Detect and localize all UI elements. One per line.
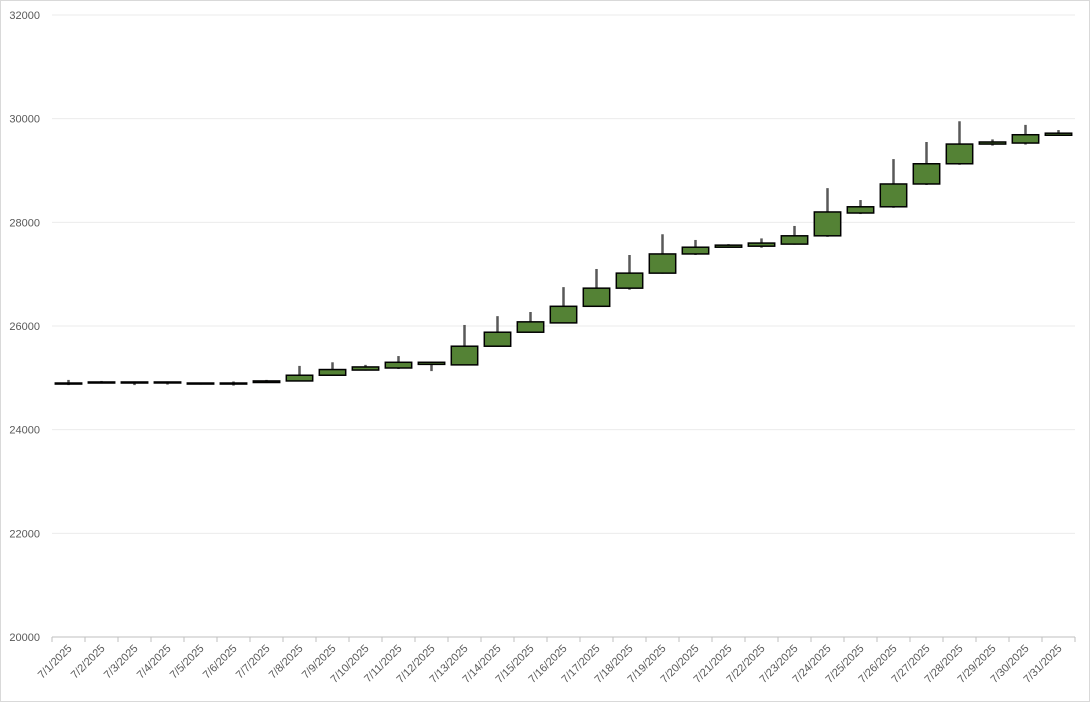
candle-body xyxy=(681,246,710,255)
candle-body xyxy=(153,381,182,384)
candle-body xyxy=(450,345,479,366)
candle-body xyxy=(351,366,380,371)
candle-body xyxy=(252,380,281,384)
candle-body xyxy=(318,368,347,376)
y-tick-label: 28000 xyxy=(9,217,40,229)
y-tick-label: 26000 xyxy=(9,321,40,333)
candle-body xyxy=(87,381,116,384)
candle-body xyxy=(120,381,149,384)
candle-body xyxy=(549,305,578,324)
candle-body xyxy=(54,382,83,385)
candle-body xyxy=(813,211,842,237)
candle-body xyxy=(780,235,809,245)
candle-body xyxy=(846,206,875,214)
candle-body xyxy=(417,361,446,366)
candle-body xyxy=(582,287,611,308)
candle-body xyxy=(747,242,776,247)
candle-body xyxy=(912,163,941,185)
candle-body xyxy=(648,253,677,274)
y-tick-label: 20000 xyxy=(9,632,40,644)
candle-body xyxy=(384,361,413,369)
candle-body xyxy=(186,382,215,385)
candle-body xyxy=(978,141,1007,145)
y-tick-label: 22000 xyxy=(9,528,40,540)
candle-body xyxy=(1011,133,1040,144)
candle-body xyxy=(1044,132,1073,137)
candle-body xyxy=(483,331,512,347)
y-tick-label: 32000 xyxy=(9,10,40,22)
candle-body xyxy=(285,374,314,382)
candle-body xyxy=(615,272,644,289)
candle-body xyxy=(945,143,974,165)
candle-body xyxy=(516,321,545,333)
y-tick-label: 24000 xyxy=(9,425,40,437)
y-tick-label: 30000 xyxy=(9,114,40,126)
candle-body xyxy=(879,183,908,208)
candle-body xyxy=(219,382,248,385)
candle-body xyxy=(714,244,743,248)
